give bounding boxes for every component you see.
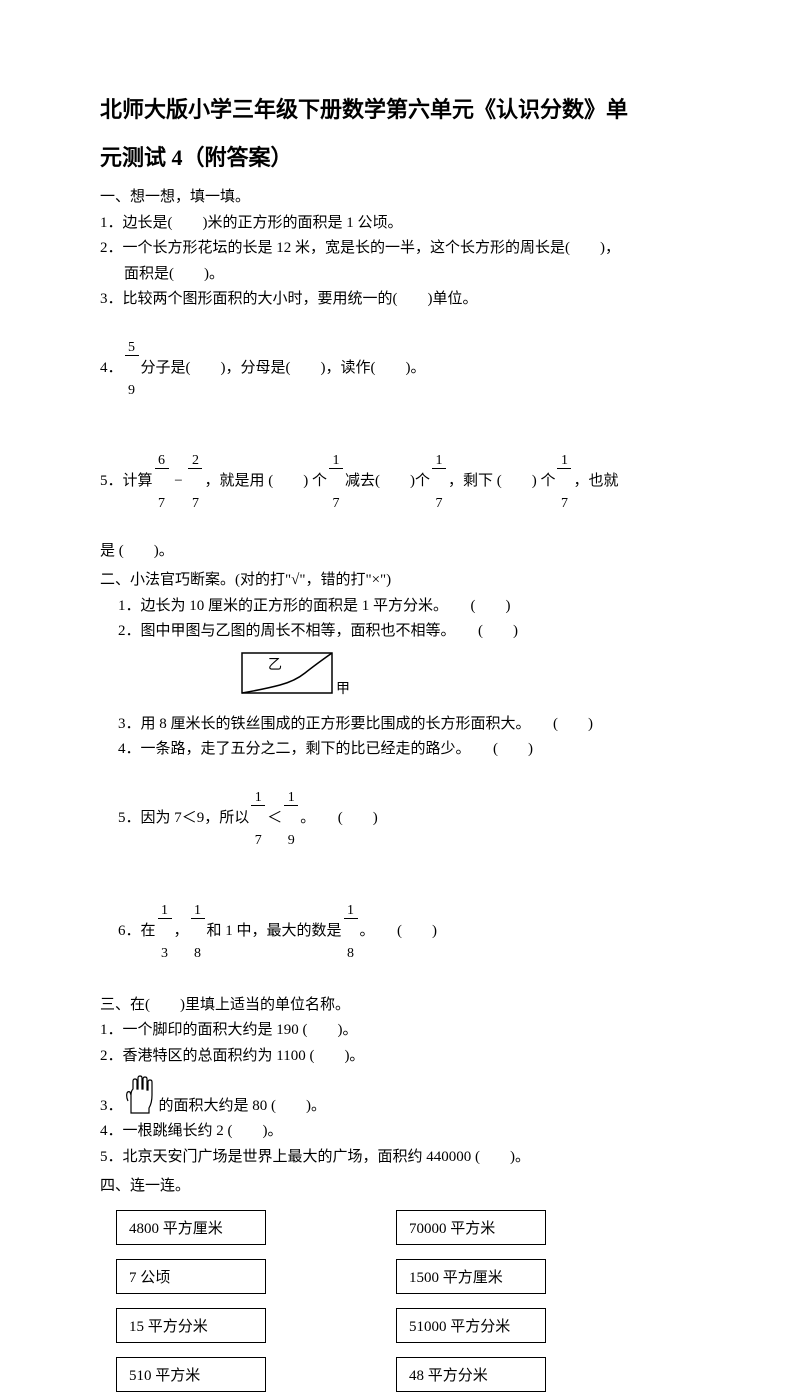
- section1-header: 一、想一想，填一填。: [100, 185, 700, 211]
- section2-header: 二、小法官巧断案。(对的打"√"，错的打"×"): [100, 568, 700, 594]
- frac-num: 1: [284, 791, 298, 806]
- s3-q2: 2．香港特区的总面积约为 1100 ( )。: [100, 1044, 700, 1070]
- text: ＜: [267, 806, 282, 832]
- s2-diagram: 乙 甲: [240, 651, 350, 701]
- hand-icon: [123, 1073, 159, 1115]
- label-yi: 乙: [268, 657, 282, 673]
- match-box-right: 70000 平方米: [396, 1210, 546, 1245]
- frac: 6 7: [155, 426, 169, 539]
- match-box-right: 51000 平方分米: [396, 1308, 546, 1343]
- frac-den: 7: [329, 497, 343, 511]
- s2-q6: 6．在 1 3 ， 1 8 和 1 中，最大的数是 1 8 。 ( ): [100, 876, 700, 989]
- frac: 1 9: [284, 763, 298, 876]
- s2-q4: 4．一条路，走了五分之二，剩下的比已经走的路少。 ( ): [100, 737, 700, 763]
- frac-num: 1: [432, 454, 446, 469]
- text: ，剩下 ( ) 个: [448, 469, 556, 495]
- match-box-left: 4800 平方厘米: [116, 1210, 266, 1245]
- frac-num: 1: [158, 904, 172, 919]
- s1-q2: 2．一个长方形花坛的长是 12 米，宽是长的一半，这个长方形的周长是( )，: [100, 236, 700, 262]
- frac-den: 3: [158, 947, 172, 961]
- section3-header: 三、在( )里填上适当的单位名称。: [100, 993, 700, 1019]
- frac: 1 8: [344, 876, 358, 989]
- frac-den: 7: [155, 497, 169, 511]
- match-box-left: 7 公顷: [116, 1259, 266, 1294]
- frac: 1 7: [251, 763, 265, 876]
- frac: 1 3: [158, 876, 172, 989]
- text: 5．因为 7＜9，所以: [118, 806, 249, 832]
- frac-num: 1: [557, 454, 571, 469]
- text: 减去( )个: [345, 469, 430, 495]
- match-row: 15 平方分米 51000 平方分米: [100, 1308, 700, 1343]
- frac-den: 7: [251, 834, 265, 848]
- s1-q5-pre: 5．计算: [100, 469, 153, 495]
- frac-den: 8: [191, 947, 205, 961]
- frac-den: 8: [344, 947, 358, 961]
- section4-header: 四、连一连。: [100, 1174, 700, 1200]
- label-jia: 甲: [336, 682, 350, 697]
- document-title-line1: 北师大版小学三年级下册数学第六单元《认识分数》单: [100, 90, 700, 130]
- frac-num: 1: [329, 454, 343, 469]
- match-row: 7 公顷 1500 平方厘米: [100, 1259, 700, 1294]
- text: −: [171, 469, 187, 495]
- s3-q5: 5．北京天安门广场是世界上最大的广场，面积约 440000 ( )。: [100, 1145, 700, 1171]
- s1-q2b: 面积是( )。: [100, 262, 700, 288]
- frac: 1 7: [557, 426, 571, 539]
- s3-q3: 3． 的面积大约是 80 ( )。: [100, 1073, 700, 1115]
- s3-q3-post: 的面积大约是 80 ( )。: [159, 1094, 327, 1115]
- frac: 1 7: [329, 426, 343, 539]
- frac-num: 1: [344, 904, 358, 919]
- s2-q2: 2．图中甲图与乙图的周长不相等，面积也不相等。 ( ): [100, 619, 700, 645]
- frac-den: 7: [432, 497, 446, 511]
- s1-q4-pre: 4．: [100, 356, 123, 382]
- s2-q3: 3．用 8 厘米长的铁丝围成的正方形要比围成的长方形面积大。 ( ): [100, 712, 700, 738]
- frac-den: 9: [284, 834, 298, 848]
- s3-q3-num: 3．: [100, 1094, 123, 1115]
- s2-q5: 5．因为 7＜9，所以 1 7 ＜ 1 9 。 ( ): [100, 763, 700, 876]
- document-title-line2: 元测试 4（附答案）: [100, 138, 700, 178]
- text: ，也就: [573, 469, 618, 495]
- s2-q1: 1．边长为 10 厘米的正方形的面积是 1 平方分米。 ( ): [100, 594, 700, 620]
- text: 6．在: [118, 919, 156, 945]
- frac-den: 7: [188, 497, 202, 511]
- s1-q4-frac: 5 9: [125, 313, 139, 426]
- frac-num: 6: [155, 454, 169, 469]
- s1-q1: 1．边长是( )米的正方形的面积是 1 公顷。: [100, 211, 700, 237]
- s1-q4: 4． 5 9 分子是( )，分母是( )，读作( )。: [100, 313, 700, 426]
- text: 。 ( ): [360, 919, 438, 945]
- match-box-right: 1500 平方厘米: [396, 1259, 546, 1294]
- frac-num: 1: [251, 791, 265, 806]
- frac-den: 7: [557, 497, 571, 511]
- frac-num: 5: [125, 341, 139, 356]
- match-box-right: 48 平方分米: [396, 1357, 546, 1392]
- match-box-left: 15 平方分米: [116, 1308, 266, 1343]
- match-box-left: 510 平方米: [116, 1357, 266, 1392]
- s1-q5: 5．计算 6 7 − 2 7 ，就是用 ( ) 个 1 7 减去( )个 1 7…: [100, 426, 700, 539]
- s1-q5-line2: 是 ( )。: [100, 539, 700, 565]
- frac: 2 7: [188, 426, 202, 539]
- s1-q4-post: 分子是( )，分母是( )，读作( )。: [141, 356, 426, 382]
- frac-den: 9: [125, 384, 139, 398]
- match-row: 510 平方米 48 平方分米: [100, 1357, 700, 1392]
- frac-num: 2: [188, 454, 202, 469]
- match-section: 4800 平方厘米 70000 平方米 7 公顷 1500 平方厘米 15 平方…: [100, 1210, 700, 1392]
- frac-num: 1: [191, 904, 205, 919]
- frac: 1 8: [191, 876, 205, 989]
- text: ，就是用 ( ) 个: [204, 469, 327, 495]
- s1-q3: 3．比较两个图形面积的大小时，要用统一的( )单位。: [100, 287, 700, 313]
- match-row: 4800 平方厘米 70000 平方米: [100, 1210, 700, 1245]
- frac: 1 7: [432, 426, 446, 539]
- s2-diagram-container: 乙 甲: [100, 651, 700, 706]
- text: ，: [174, 919, 189, 945]
- s3-q4: 4．一根跳绳长约 2 ( )。: [100, 1119, 700, 1145]
- s3-q1: 1．一个脚印的面积大约是 190 ( )。: [100, 1018, 700, 1044]
- text: 和 1 中，最大的数是: [207, 919, 342, 945]
- text: 。 ( ): [300, 806, 378, 832]
